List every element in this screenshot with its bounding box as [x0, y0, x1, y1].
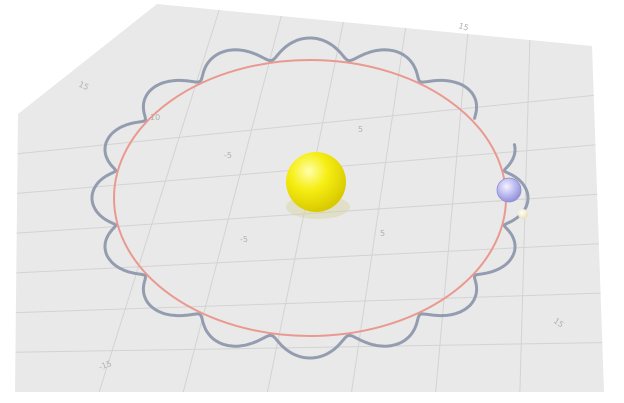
tick-label-inner-c: -5 [240, 235, 248, 244]
grid-line [15, 292, 601, 314]
sun [286, 152, 350, 219]
tick-label-inner-e: 10 [150, 113, 160, 122]
tick-labels: 15 15 15 -15 -5 5 -5 5 10 [77, 21, 565, 372]
grid-line [98, 9, 220, 393]
grid-line [16, 243, 599, 274]
tick-label-lower-left: -15 [98, 359, 113, 372]
tick-label-inner-d: 5 [380, 229, 385, 238]
tick-label-upper-left: 15 [77, 80, 90, 92]
tick-label-top-right: 15 [457, 21, 469, 32]
tick-label-inner-b: 5 [358, 125, 363, 134]
grid-line [435, 33, 469, 393]
grid-line [17, 94, 594, 155]
tick-label-inner-a: -5 [224, 151, 232, 160]
grid-line [15, 342, 603, 353]
planet-trail [90, 36, 530, 360]
grid-line [182, 15, 282, 393]
sun-sphere-icon [286, 152, 346, 212]
moon-sphere-icon [518, 209, 528, 219]
planet-sphere-icon [496, 177, 522, 203]
